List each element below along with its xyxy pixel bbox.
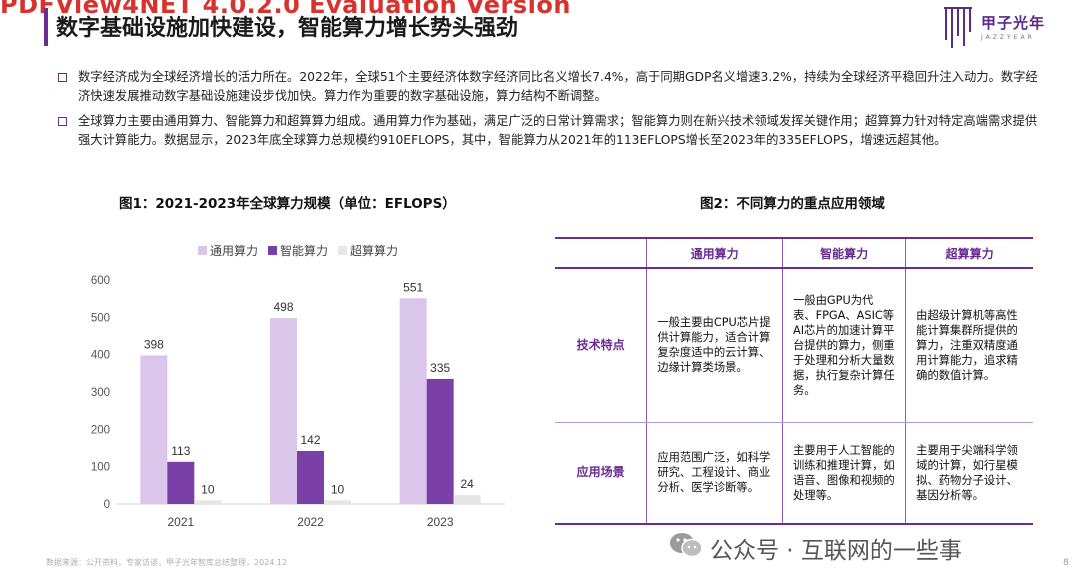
bullet-item: 数字经济成为全球经济增长的活力所在。2022年，全球51个主要经济体数字经济同比… bbox=[58, 68, 1038, 106]
y-tick-label: 200 bbox=[91, 424, 110, 436]
square-bullet-icon bbox=[58, 73, 67, 82]
data-source-note: 数据来源：公开资料，专家访谈，甲子光年智库总结整理，2024.12 bbox=[46, 558, 288, 567]
legend-swatch bbox=[198, 246, 207, 255]
bullet-list: 数字经济成为全球经济增长的活力所在。2022年，全球51个主要经济体数字经济同比… bbox=[58, 68, 1038, 156]
title-accent-bar bbox=[44, 8, 48, 46]
bar-value-label: 142 bbox=[300, 433, 320, 447]
logo: 甲子光年 JAZZYEAR bbox=[943, 4, 1073, 56]
table-row-label: 技术特点 bbox=[555, 268, 647, 423]
wechat-icon bbox=[670, 533, 703, 558]
table-row-label: 应用场景 bbox=[555, 422, 647, 525]
bullet-item: 全球算力主要由通用算力、智能算力和超算算力组成。通用算力作为基础，满足广泛的日常… bbox=[58, 112, 1038, 150]
bar bbox=[297, 450, 324, 504]
bar bbox=[453, 495, 481, 504]
y-tick-label: 500 bbox=[91, 312, 110, 324]
table-cell: 一般由GPU为代表、FPGA、ASIC等AI芯片的加速计算平台提供的算力，侧重于… bbox=[781, 268, 906, 423]
bar-value-label: 335 bbox=[430, 361, 450, 375]
bullet-text: 数字经济成为全球经济增长的活力所在。2022年，全球51个主要经济体数字经济同比… bbox=[78, 70, 1038, 103]
bar-value-label: 24 bbox=[460, 477, 474, 491]
table-header-cell: 智能算力 bbox=[781, 237, 906, 269]
table-header-row: 通用算力 智能算力 超算算力 bbox=[555, 237, 1033, 269]
table-header-cell: 通用算力 bbox=[646, 237, 783, 269]
table-cell: 应用范围广泛，如科学研究、工程设计、商业分析、医学诊断等。 bbox=[646, 422, 783, 525]
compute-scale-bar-chart: 0 100 200 300 400 500 600 398 113 10 2021 498 142 10 2… bbox=[91, 243, 505, 529]
bar-value-label: 113 bbox=[171, 444, 190, 458]
y-tick-label: 300 bbox=[91, 387, 110, 399]
bar bbox=[270, 318, 297, 504]
bar-value-label: 498 bbox=[273, 300, 293, 314]
evaluation-banner: PDFView4NET 4.0.2.0 Evaluation Version bbox=[0, 0, 571, 19]
bar bbox=[426, 378, 454, 504]
bar-value-label: 398 bbox=[144, 337, 164, 351]
bullet-text: 全球算力主要由通用算力、智能算力和超算算力组成。通用算力作为基础，满足广泛的日常… bbox=[78, 114, 1038, 147]
page-number: 8 bbox=[1063, 558, 1069, 568]
x-tick-label: 2022 bbox=[297, 515, 324, 529]
bar bbox=[140, 355, 168, 504]
square-bullet-icon bbox=[58, 117, 67, 126]
x-tick-label: 2021 bbox=[167, 515, 194, 529]
table-cell: 由超级计算机等高性能计算集群所提供的算力，注重双精度通用计算能力，追求精确的数值… bbox=[905, 268, 1033, 423]
legend-label: 通用算力 bbox=[210, 243, 258, 258]
legend-label: 智能算力 bbox=[280, 243, 328, 258]
legend-swatch bbox=[338, 246, 347, 255]
wechat-account-name: 公众号 · 互联网的一些事 bbox=[710, 538, 962, 564]
bar-value-label: 10 bbox=[331, 482, 345, 496]
application-table: 通用算力 智能算力 超算算力 技术特点 一般主要由CPU芯片提供计算能力，适合计… bbox=[555, 237, 1033, 525]
legend-label: 超算算力 bbox=[350, 243, 398, 258]
bar bbox=[194, 500, 222, 504]
bar bbox=[167, 461, 195, 504]
table-header-cell bbox=[555, 237, 647, 269]
figure-1-title: 图1：2021-2023年全球算力规模（单位：EFLOPS） bbox=[119, 196, 456, 212]
table-cell: 主要用于尖端科学领域的计算，如行星模拟、药物分子设计、基因分析等。 bbox=[905, 422, 1033, 525]
table-header-cell: 超算算力 bbox=[905, 237, 1033, 269]
page-title: 数字基础设施加快建设，智能算力增长势头强劲 bbox=[56, 16, 519, 41]
logo-subtitle: JAZZYEAR bbox=[981, 34, 1035, 41]
table-cell: 主要用于人工智能的训练和推理计算，如语音、图像和视频的处理等。 bbox=[781, 422, 906, 525]
bar bbox=[399, 298, 427, 504]
legend-swatch bbox=[268, 246, 277, 255]
table-row: 技术特点 一般主要由CPU芯片提供计算能力，适合计算复杂度适中的云计算、边缘计算… bbox=[555, 268, 1033, 423]
table-cell: 一般主要由CPU芯片提供计算能力，适合计算复杂度适中的云计算、边缘计算类场景。 bbox=[646, 268, 783, 423]
figure-2-title: 图2：不同算力的重点应用领域 bbox=[700, 196, 885, 212]
table-row: 应用场景 应用范围广泛，如科学研究、工程设计、商业分析、医学诊断等。 主要用于人… bbox=[555, 422, 1033, 525]
y-tick-label: 600 bbox=[91, 275, 110, 287]
bar bbox=[324, 500, 351, 504]
bar-value-label: 551 bbox=[403, 280, 423, 294]
logo-mark-icon bbox=[944, 7, 972, 48]
bar-value-label: 10 bbox=[201, 482, 215, 496]
y-tick-label: 400 bbox=[91, 350, 110, 362]
y-tick-label: 0 bbox=[104, 499, 110, 511]
x-tick-label: 2023 bbox=[427, 515, 454, 529]
logo-name: 甲子光年 bbox=[981, 14, 1046, 32]
y-tick-label: 100 bbox=[91, 462, 110, 474]
